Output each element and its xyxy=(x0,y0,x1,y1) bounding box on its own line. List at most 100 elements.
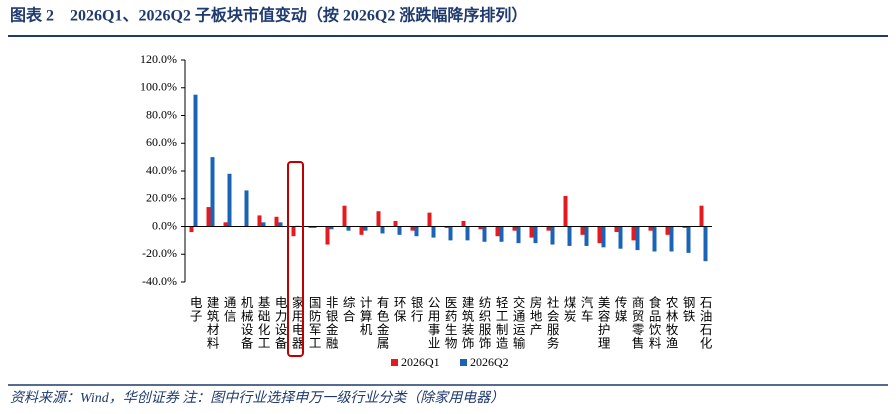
bar xyxy=(597,226,602,244)
x-tick-label: 商贸零售 xyxy=(630,295,644,350)
bar xyxy=(393,220,398,227)
source-note: 资料来源：Wind，华创证券 注：图中行业选择申万一级行业分类（除家用电器） xyxy=(10,390,504,406)
bar xyxy=(244,190,249,227)
y-tick-label: 60.0% xyxy=(146,135,177,149)
x-tick-label: 电子 xyxy=(188,296,202,323)
x-tick-label: 机械设备 xyxy=(239,296,253,350)
x-tick-label: 建筑材料 xyxy=(205,296,219,350)
bar xyxy=(397,226,402,235)
bar xyxy=(312,226,317,228)
x-tick-label: 银行 xyxy=(409,296,423,323)
bar xyxy=(580,226,585,235)
bar xyxy=(223,222,228,227)
x-tick-label: 建筑装饰 xyxy=(460,296,474,350)
bar xyxy=(478,226,483,230)
bar xyxy=(227,173,232,227)
bar xyxy=(546,226,551,231)
x-tick-label: 食品饮料 xyxy=(647,295,661,350)
bar xyxy=(427,212,432,227)
y-tick-label: 80.0% xyxy=(146,107,177,121)
y-tick-label: 40.0% xyxy=(146,163,177,177)
bar xyxy=(512,226,517,231)
x-tick-label: 轻工制造 xyxy=(494,296,508,350)
x-tick-label: 医药生物 xyxy=(443,296,457,350)
legend-swatch xyxy=(391,359,398,366)
bar xyxy=(359,226,364,235)
bar xyxy=(329,226,334,230)
x-tick-label: 交通运输 xyxy=(511,295,525,350)
x-tick-label: 通信 xyxy=(222,296,236,323)
bar xyxy=(529,226,534,238)
bar xyxy=(431,226,436,238)
bar xyxy=(631,226,636,241)
bar xyxy=(601,226,606,248)
bar xyxy=(499,226,504,242)
bar xyxy=(465,226,470,241)
bar xyxy=(278,222,283,227)
y-tick-label: 20.0% xyxy=(146,191,177,205)
bar xyxy=(665,226,670,235)
x-tick-label: 环保 xyxy=(392,296,406,323)
bar xyxy=(189,226,194,233)
bar xyxy=(669,226,674,252)
x-tick-label: 电力设备 xyxy=(273,296,287,350)
legend-swatch xyxy=(460,359,467,366)
x-tick-label: 计算机 xyxy=(358,296,372,337)
legend-label: 2026Q2 xyxy=(470,355,509,369)
bar xyxy=(482,226,487,242)
bar xyxy=(448,226,453,241)
bar xyxy=(686,226,691,253)
bar xyxy=(261,222,266,227)
x-tick-label: 有色金属 xyxy=(375,296,389,350)
x-tick-label: 基础化工 xyxy=(256,296,270,350)
x-tick-label: 房地产 xyxy=(528,295,542,337)
bar xyxy=(410,226,415,231)
bar xyxy=(376,211,381,227)
y-tick-label: -20.0% xyxy=(142,246,177,260)
y-tick-label: 100.0% xyxy=(140,80,177,94)
x-tick-label: 公用事业 xyxy=(426,296,440,350)
bar xyxy=(363,226,368,231)
bar xyxy=(533,226,538,244)
x-tick-label: 钢铁 xyxy=(681,296,695,323)
highlight-box xyxy=(287,161,304,357)
chart-title: 图表 2 2026Q1、2026Q2 子板块市值变动（按 2026Q2 涨跌幅降… xyxy=(10,6,527,25)
bar xyxy=(274,216,279,227)
x-tick-label: 纺织服饰 xyxy=(477,296,491,350)
bar xyxy=(495,226,500,237)
bar xyxy=(550,226,555,245)
bar xyxy=(291,226,296,237)
y-tick-label: 0.0% xyxy=(152,218,177,232)
x-tick-label: 家用电器 xyxy=(290,295,304,350)
bar xyxy=(699,205,704,227)
bar xyxy=(648,226,653,231)
x-tick-label: 社会服务 xyxy=(545,295,559,350)
x-tick-label: 石油石化 xyxy=(698,296,712,350)
bar xyxy=(563,195,568,227)
bar xyxy=(308,226,313,228)
legend-label: 2026Q1 xyxy=(401,355,440,369)
x-tick-label: 传媒 xyxy=(613,295,627,323)
x-tick-label: 煤炭 xyxy=(562,296,576,323)
x-tick-label: 国防军工 xyxy=(307,296,321,350)
bar xyxy=(703,226,708,262)
bar xyxy=(652,226,657,252)
y-tick-label: -40.0% xyxy=(142,274,177,288)
bar xyxy=(635,226,640,251)
bar xyxy=(682,226,687,228)
bar xyxy=(516,226,521,244)
bar xyxy=(614,226,619,233)
x-tick-label: 汽车 xyxy=(579,295,593,323)
x-tick-label: 综合 xyxy=(341,296,355,323)
bar xyxy=(193,94,198,227)
bar xyxy=(380,226,385,234)
x-tick-label: 美容护理 xyxy=(596,296,610,350)
bar xyxy=(618,226,623,249)
bar xyxy=(461,220,466,227)
bar xyxy=(414,226,419,237)
y-tick-label: 120.0% xyxy=(140,52,177,66)
bar xyxy=(567,226,572,246)
x-tick-label: 非银金融 xyxy=(324,296,338,350)
bar xyxy=(584,226,589,246)
